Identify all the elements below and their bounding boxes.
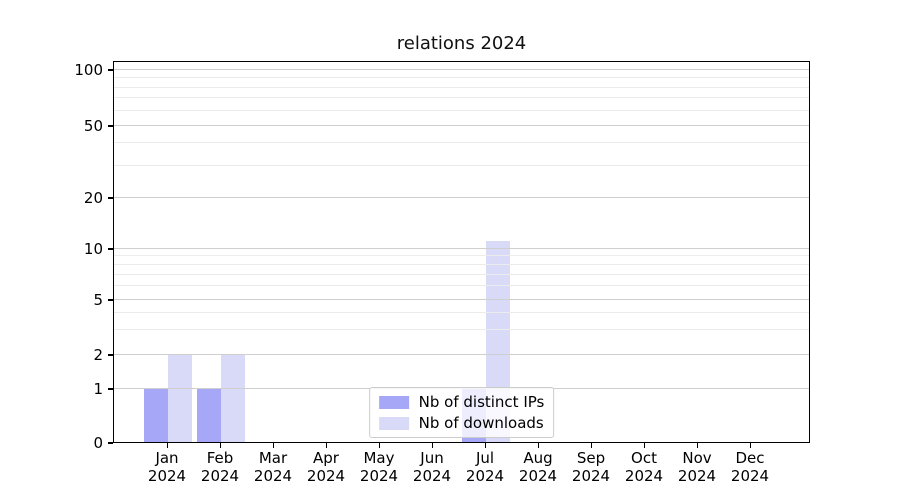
y-tick-mark [108, 125, 113, 127]
legend-row: Nb of distinct IPs [378, 393, 545, 411]
major-gridline [114, 124, 809, 126]
x-tick-label: Dec 2024 [730, 449, 770, 485]
y-tick-label: 100 [74, 61, 103, 79]
bar-distinct-ips [197, 388, 221, 442]
bar-distinct-ips [144, 388, 168, 442]
chart-title: relations 2024 [396, 33, 527, 54]
x-tick-label: Jan 2024 [147, 449, 187, 485]
legend-label: Nb of downloads [418, 414, 544, 432]
minor-gridline [114, 77, 809, 79]
y-tick-mark [108, 354, 113, 356]
x-tick-mark [325, 443, 327, 448]
y-tick-mark [108, 197, 113, 199]
legend-swatch [378, 416, 409, 430]
y-tick-mark [108, 388, 113, 390]
major-gridline [114, 353, 809, 355]
bar-downloads [221, 354, 245, 442]
y-tick-label: 5 [93, 291, 103, 309]
minor-gridline [114, 329, 809, 331]
y-tick-label: 0 [93, 434, 103, 452]
y-tick-mark [108, 442, 113, 444]
x-tick-mark [643, 443, 645, 448]
bar-downloads [168, 354, 192, 442]
minor-gridline [114, 273, 809, 275]
x-tick-mark [431, 443, 433, 448]
major-gridline [114, 68, 809, 70]
y-tick-mark [108, 299, 113, 301]
minor-gridline [114, 164, 809, 166]
legend: Nb of distinct IPs Nb of downloads [368, 387, 555, 438]
minor-gridline [114, 311, 809, 313]
legend-row: Nb of downloads [378, 414, 545, 432]
x-tick-label: Mar 2024 [253, 449, 293, 485]
major-gridline [114, 247, 809, 249]
y-tick-label: 20 [83, 189, 103, 207]
x-tick-mark [166, 443, 168, 448]
x-tick-label: Oct 2024 [624, 449, 664, 485]
y-tick-label: 50 [83, 117, 103, 135]
x-tick-label: May 2024 [359, 449, 399, 485]
x-tick-mark [590, 443, 592, 448]
y-tick-label: 2 [93, 346, 103, 364]
legend-swatch [378, 395, 409, 409]
x-tick-label: Jul 2024 [465, 449, 505, 485]
major-gridline [114, 298, 809, 300]
x-tick-label: Apr 2024 [306, 449, 346, 485]
y-tick-label: 10 [83, 240, 103, 258]
x-tick-mark [219, 443, 221, 448]
minor-gridline [114, 255, 809, 257]
x-tick-label: Jun 2024 [412, 449, 452, 485]
plot-area: Nb of distinct IPs Nb of downloads [113, 61, 810, 443]
y-tick-label: 1 [93, 380, 103, 398]
legend-label: Nb of distinct IPs [418, 393, 545, 411]
x-tick-label: Aug 2024 [518, 449, 558, 485]
y-tick-mark [108, 248, 113, 250]
minor-gridline [114, 86, 809, 88]
minor-gridline [114, 263, 809, 265]
x-tick-label: Nov 2024 [677, 449, 717, 485]
x-tick-mark [484, 443, 486, 448]
minor-gridline [114, 285, 809, 287]
x-tick-mark [749, 443, 751, 448]
x-tick-mark [378, 443, 380, 448]
minor-gridline [114, 97, 809, 99]
y-tick-mark [108, 69, 113, 71]
x-tick-label: Feb 2024 [200, 449, 240, 485]
minor-gridline [114, 109, 809, 111]
x-tick-label: Sep 2024 [571, 449, 611, 485]
x-tick-mark [696, 443, 698, 448]
minor-gridline [114, 142, 809, 144]
major-gridline [114, 196, 809, 198]
x-tick-mark [272, 443, 274, 448]
x-tick-mark [537, 443, 539, 448]
